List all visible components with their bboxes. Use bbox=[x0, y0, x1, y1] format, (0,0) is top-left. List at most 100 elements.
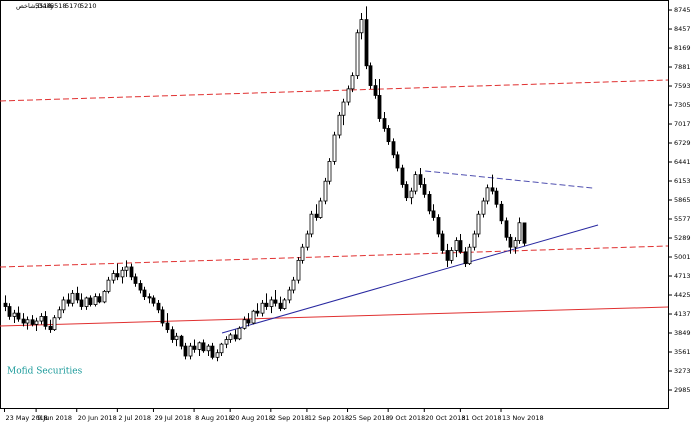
candle-body bbox=[206, 345, 211, 352]
candle-body bbox=[7, 306, 12, 317]
candle-body bbox=[246, 319, 251, 324]
candle-body bbox=[436, 217, 441, 235]
candle-body bbox=[504, 220, 509, 238]
candle-body bbox=[192, 345, 197, 350]
header-value: 5518 bbox=[35, 2, 52, 10]
y-tick-label: 6729 bbox=[674, 139, 691, 147]
candle-body bbox=[359, 19, 364, 34]
candle-body bbox=[305, 233, 310, 248]
candle-body bbox=[346, 88, 351, 103]
y-tick-label: 4425 bbox=[674, 291, 691, 299]
y-tick-label: 3273 bbox=[674, 367, 691, 375]
y-tick-label: 3561 bbox=[674, 348, 691, 356]
header-value: 5170 bbox=[65, 2, 82, 10]
candle-body bbox=[309, 213, 314, 235]
candle-body bbox=[458, 240, 463, 253]
x-tick-label: 25 Sep 2018 bbox=[349, 414, 390, 422]
candle-body bbox=[115, 273, 120, 278]
candle-body bbox=[165, 322, 170, 331]
candle-body bbox=[373, 85, 378, 96]
y-tick-label: 7017 bbox=[674, 120, 691, 128]
candle-body bbox=[467, 246, 472, 265]
candle-body bbox=[494, 190, 499, 205]
y-tick-label: 5577 bbox=[674, 215, 691, 223]
candle-body bbox=[43, 316, 48, 327]
candle-body bbox=[251, 310, 256, 324]
candle-body bbox=[106, 279, 111, 292]
trend-line bbox=[0, 245, 669, 268]
y-tick-label: 5289 bbox=[674, 234, 691, 242]
y-tick-label: 3849 bbox=[674, 329, 691, 337]
candle-body bbox=[70, 292, 75, 304]
candle-body bbox=[472, 233, 477, 248]
candle-body bbox=[84, 297, 89, 307]
candle-body bbox=[97, 296, 102, 303]
y-tick-label: 7305 bbox=[674, 101, 691, 109]
candle-body bbox=[75, 292, 80, 301]
candle-body bbox=[219, 343, 224, 354]
candle-body bbox=[201, 342, 206, 352]
candle-body bbox=[197, 342, 202, 350]
candle-body bbox=[476, 213, 481, 235]
candle-body bbox=[377, 95, 382, 119]
plot-frame bbox=[0, 0, 669, 409]
y-tick-label: 4713 bbox=[674, 272, 691, 280]
candle-body bbox=[88, 297, 93, 305]
candle-body bbox=[39, 316, 44, 322]
candle-body bbox=[440, 233, 445, 251]
watermark: Mofid Securities bbox=[7, 367, 83, 377]
x-tick-label: 13 Nov 2018 bbox=[502, 414, 544, 422]
candle-body bbox=[3, 302, 8, 307]
candle-body bbox=[332, 134, 337, 162]
candle-body bbox=[400, 167, 405, 185]
candle-body bbox=[228, 334, 233, 340]
y-tick-label: 5001 bbox=[674, 253, 691, 261]
candle-body bbox=[278, 302, 283, 309]
candle-body bbox=[179, 335, 184, 347]
x-tick-label: 9 Oct 2018 bbox=[389, 414, 425, 422]
candle-body bbox=[291, 279, 296, 291]
candle-body bbox=[25, 319, 30, 324]
candle-body bbox=[386, 128, 391, 143]
x-tick-label: 12 Sep 2018 bbox=[308, 414, 349, 422]
candle-body bbox=[264, 302, 269, 307]
y-tick-label: 8169 bbox=[674, 44, 691, 52]
candle-body bbox=[61, 299, 66, 311]
candle-body bbox=[355, 32, 360, 77]
candle-body bbox=[170, 329, 175, 340]
candle-body bbox=[431, 210, 436, 218]
candle-body bbox=[174, 335, 179, 340]
y-tick-label: 2985 bbox=[674, 386, 691, 394]
candle-body bbox=[490, 187, 495, 192]
candle-body bbox=[52, 317, 57, 331]
candle-body bbox=[327, 161, 332, 182]
candle-body bbox=[481, 200, 486, 215]
candle-body bbox=[255, 310, 260, 314]
trend-line bbox=[0, 306, 669, 327]
x-tick-label: 20 Jun 2018 bbox=[78, 414, 117, 422]
candle-body bbox=[34, 320, 39, 325]
candle-body bbox=[147, 296, 152, 299]
candle-body bbox=[350, 75, 355, 90]
candle-body bbox=[522, 222, 527, 244]
candle-body bbox=[111, 273, 116, 281]
candle-body bbox=[269, 299, 274, 307]
x-tick-label: 23 May 2018 bbox=[6, 414, 48, 422]
candle-body bbox=[409, 190, 414, 199]
y-tick-label: 4137 bbox=[674, 310, 691, 318]
candle-body bbox=[21, 318, 26, 324]
candle-body bbox=[513, 240, 518, 248]
candle-body bbox=[445, 250, 450, 261]
candle-body bbox=[183, 345, 188, 357]
candle-body bbox=[138, 283, 143, 291]
x-tick-label: 2 Sep 2018 bbox=[272, 414, 309, 422]
trend-line bbox=[0, 79, 669, 102]
candle-body bbox=[260, 302, 265, 314]
candle-body bbox=[133, 276, 138, 284]
candle-body bbox=[151, 297, 156, 304]
candle-body bbox=[404, 184, 409, 199]
candle-body bbox=[427, 194, 432, 212]
candle-body bbox=[16, 312, 21, 320]
candle-body bbox=[156, 302, 161, 311]
